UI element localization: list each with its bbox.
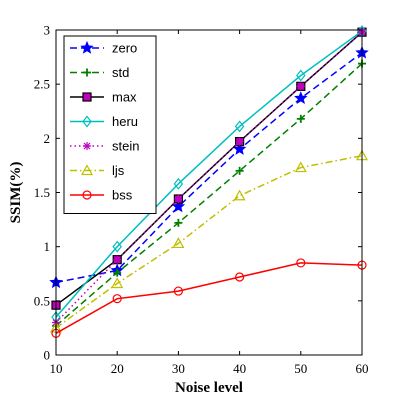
data-point-zero [232, 142, 247, 155]
legend-label: std [112, 65, 129, 80]
y-tick-label: 1 [44, 239, 51, 254]
legend-label: max [112, 90, 137, 105]
x-tick-label: 60 [356, 361, 369, 376]
legend-box [63, 35, 157, 214]
x-tick-label: 30 [172, 361, 185, 376]
data-point-stein [235, 137, 244, 146]
x-axis-title: Noise level [175, 380, 243, 396]
data-point-bss [173, 286, 183, 296]
series-line-max [55, 31, 363, 306]
data-point-heru [112, 240, 122, 253]
series-line-ljs [55, 154, 363, 329]
legend-marker [80, 40, 94, 54]
x-tick-label: 40 [233, 361, 246, 376]
y-tick-label: 0.5 [34, 293, 50, 308]
legend-marker [83, 142, 91, 150]
data-point-heru [296, 69, 306, 82]
y-tick-label: 1.5 [34, 185, 50, 200]
data-point-bss [112, 294, 122, 304]
data-point-ljs [172, 237, 185, 249]
legend-item-max: max [70, 90, 137, 105]
legend-item-ljs: ljs [70, 163, 125, 178]
x-tick-label: 10 [50, 361, 63, 376]
tick-layer: 10 20 30 40 50 60 0 0.5 1 1.5 2 2.5 3 [34, 23, 369, 377]
data-point-ljs [294, 161, 307, 173]
data-point-stein [174, 195, 183, 203]
data-point-std [296, 114, 305, 123]
series-line-bss [55, 262, 363, 334]
y-tick-label: 0 [44, 348, 51, 363]
legend-item-stein: stein [70, 139, 139, 154]
legend-label: zero [112, 41, 137, 56]
legend-marker [83, 68, 91, 77]
x-tick-label: 50 [294, 361, 307, 376]
legend-label: bss [112, 188, 133, 203]
data-point-std [113, 268, 122, 277]
y-tick-label: 2 [44, 131, 51, 146]
legend-marker [80, 164, 94, 176]
legend-marker [82, 190, 92, 200]
legend-label: heru [112, 114, 138, 129]
y-tick-label: 2.5 [34, 77, 50, 92]
data-point-stein [113, 255, 122, 264]
legend-marker [82, 92, 92, 102]
legend-marker [82, 115, 92, 128]
series-line-heru [55, 30, 363, 318]
data-point-ljs [233, 189, 246, 201]
x-tick-label: 20 [111, 361, 124, 376]
data-point-ljs [111, 277, 124, 289]
data-point-heru [173, 177, 184, 190]
y-axis-title: SSIM(%) [8, 162, 24, 224]
y-tick-label: 3 [44, 23, 51, 38]
data-point-std [174, 218, 183, 227]
legend-item-zero: zero [70, 41, 137, 56]
legend-item-std: std [70, 65, 129, 80]
legend-label: stein [112, 139, 139, 154]
legend-item-bss: bss [70, 188, 133, 203]
data-point-bss [235, 272, 245, 282]
series-line-zero [55, 52, 363, 284]
legend: zero std max heru stein ljs bss [63, 35, 157, 214]
legend-label: ljs [112, 163, 125, 178]
data-point-std [235, 166, 244, 175]
legend-item-heru: heru [70, 114, 138, 129]
series-line-std [55, 63, 363, 327]
data-point-zero [294, 91, 308, 104]
data-point-zero [171, 199, 186, 213]
data-point-stein [296, 82, 305, 91]
data-point-heru [234, 120, 245, 133]
series-line-stein [55, 31, 363, 324]
data-point-bss [296, 258, 306, 268]
